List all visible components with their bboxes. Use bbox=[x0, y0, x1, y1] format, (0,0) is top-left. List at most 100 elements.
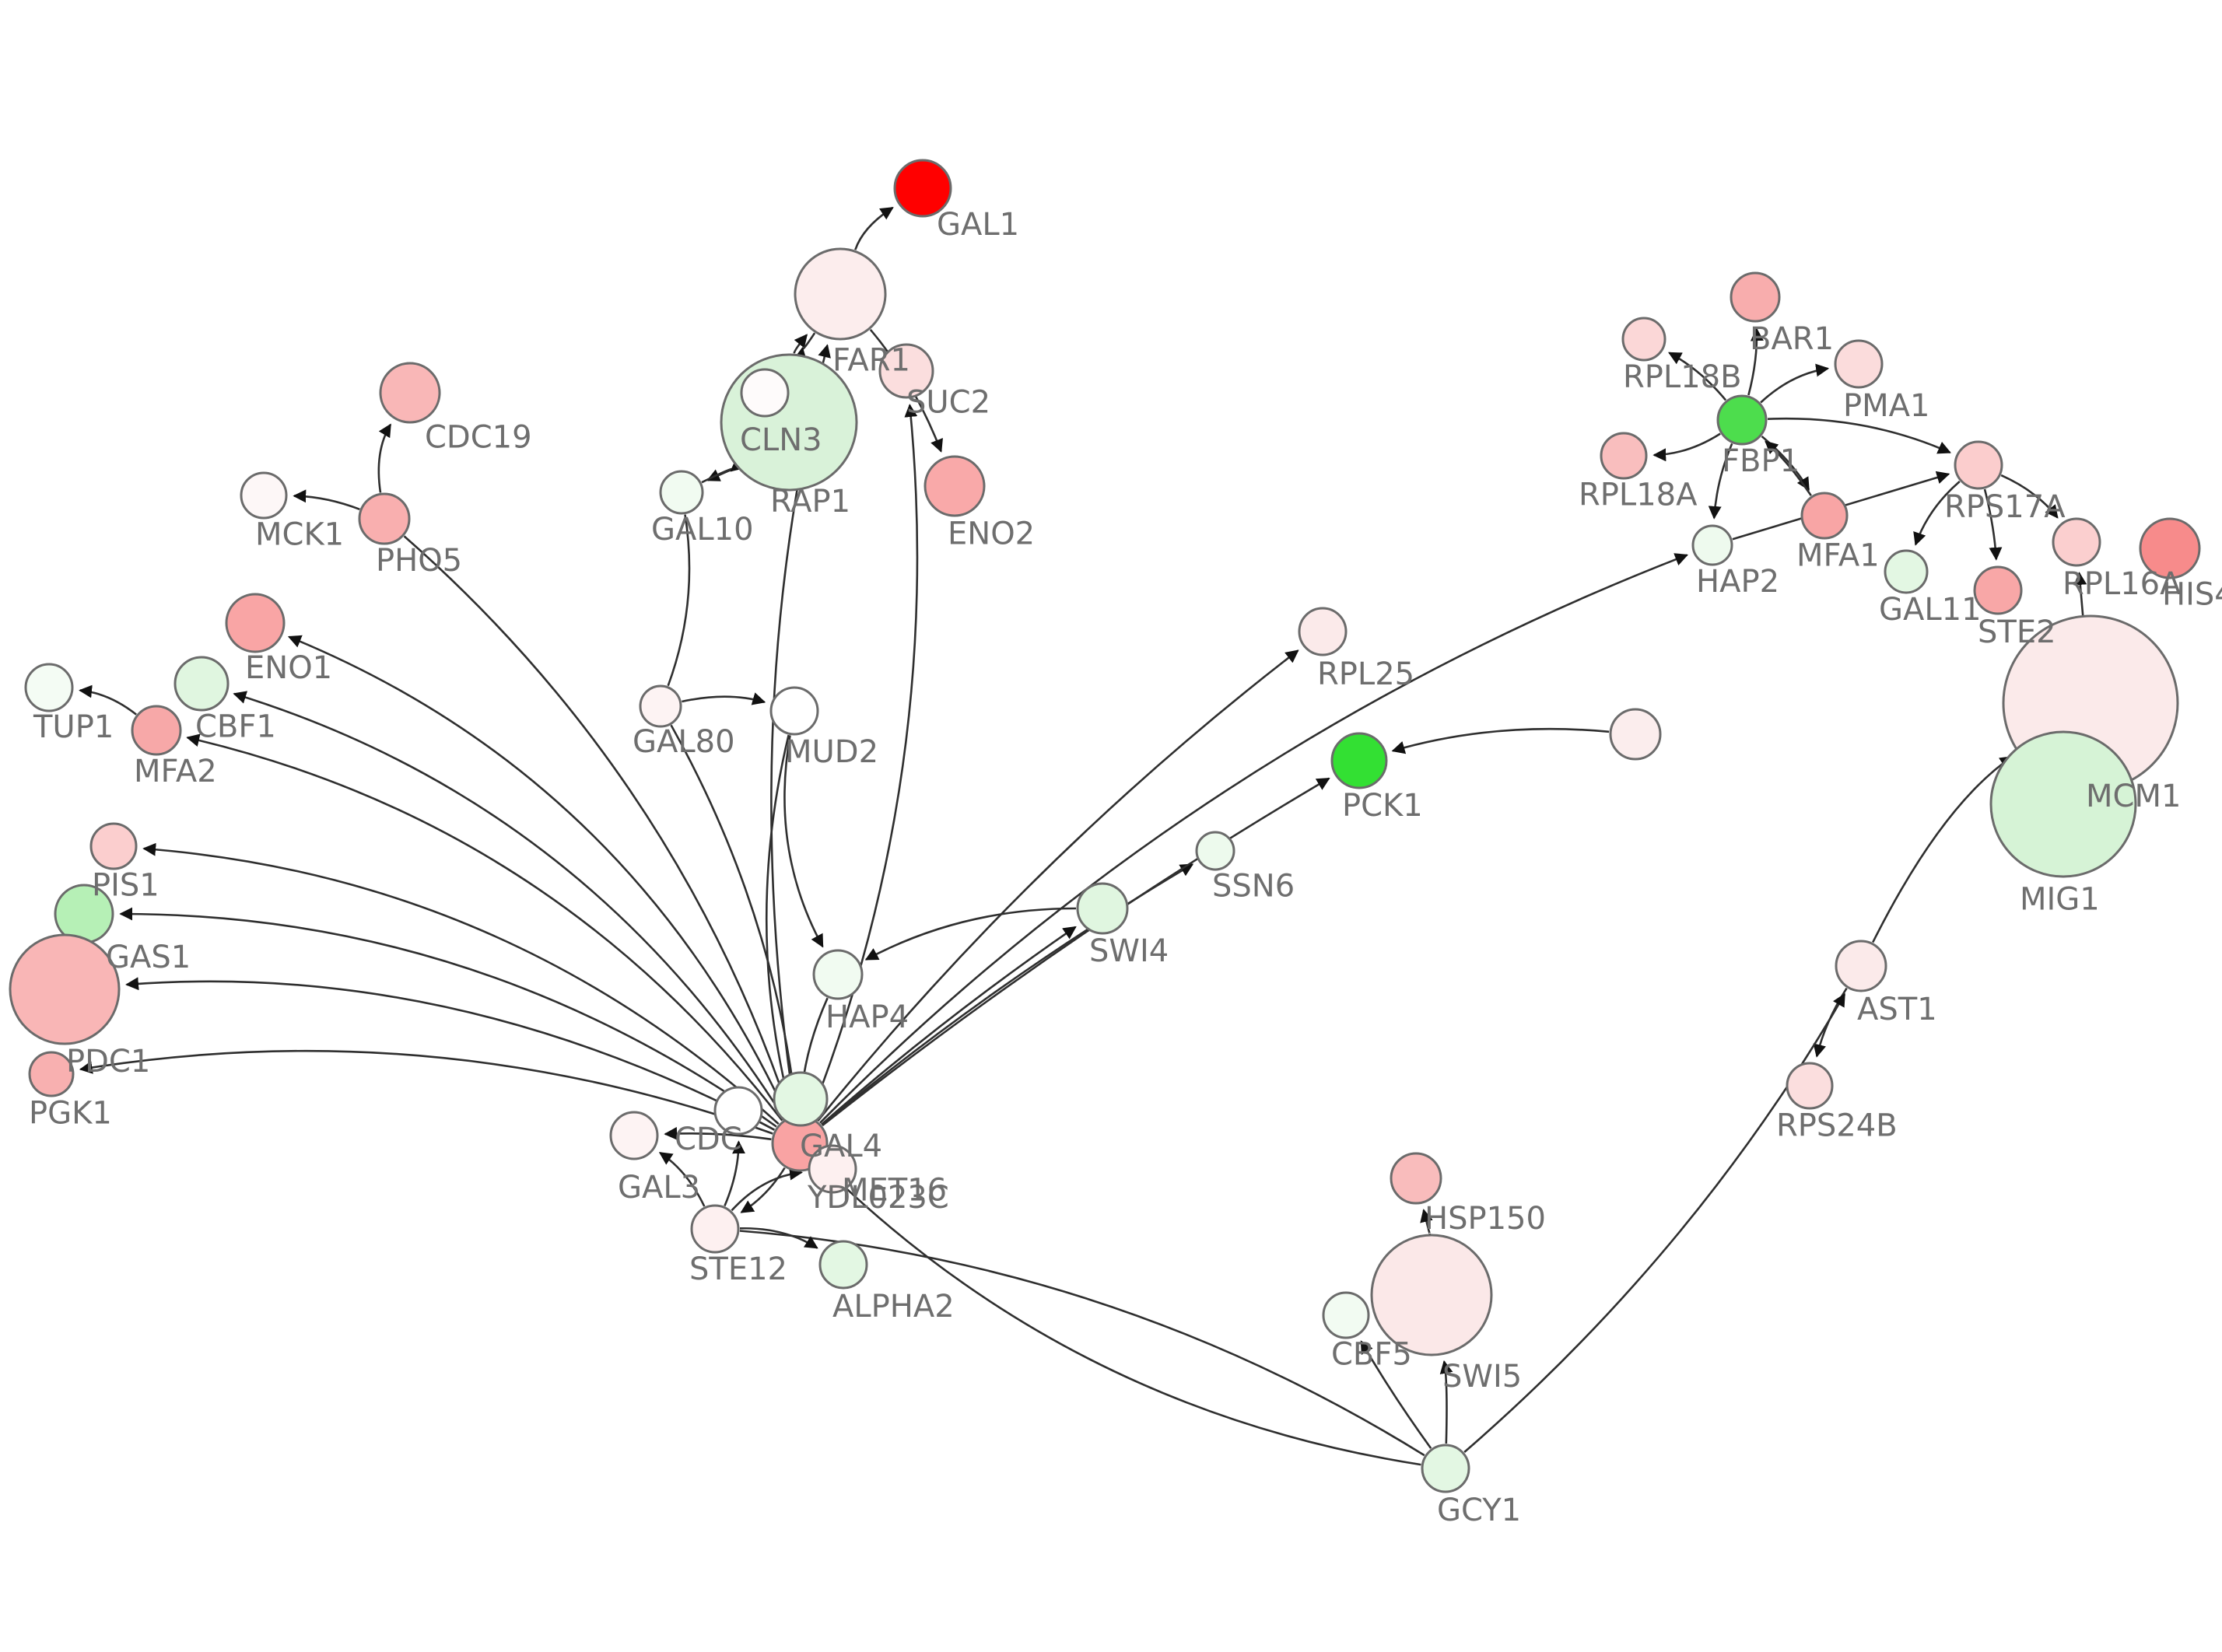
graph-node-his4[interactable] bbox=[2139, 517, 2201, 579]
graph-node-gal80[interactable] bbox=[639, 684, 682, 728]
graph-node-suc2[interactable] bbox=[878, 343, 934, 399]
node-label-tup1: TUP1 bbox=[33, 709, 114, 745]
node-label-far1: FAR1 bbox=[832, 342, 910, 378]
graph-edge bbox=[658, 1152, 706, 1207]
graph-edge bbox=[287, 635, 789, 1118]
graph-edge bbox=[1760, 363, 1830, 404]
graph-node-rpl16a[interactable] bbox=[2052, 517, 2101, 567]
node-label-met16: MET16 bbox=[842, 1173, 947, 1209]
graph-edge bbox=[670, 724, 798, 1115]
graph-node-rpl18a[interactable] bbox=[1600, 432, 1648, 480]
graph-node-cbf1[interactable] bbox=[173, 656, 230, 712]
graph-node-hsp150[interactable] bbox=[1390, 1152, 1442, 1205]
graph-node-rpl18b[interactable] bbox=[1621, 317, 1666, 362]
graph-node-pdc1[interactable] bbox=[9, 933, 121, 1045]
node-layer bbox=[9, 159, 2201, 1493]
graph-node-eno1[interactable] bbox=[225, 593, 286, 653]
node-label-cbf1: CBF1 bbox=[195, 709, 276, 745]
graph-edge bbox=[821, 926, 1077, 1125]
graph-node-rpl25[interactable] bbox=[1298, 607, 1348, 656]
node-label-rap1: RAP1 bbox=[770, 484, 850, 520]
node-label-gal1: GAL1 bbox=[937, 207, 1019, 243]
node-label-pma1: PMA1 bbox=[1843, 388, 1929, 424]
graph-node-hap2[interactable] bbox=[1691, 524, 1733, 566]
node-label-mud2: MUD2 bbox=[785, 734, 878, 770]
graph-node-gcy1[interactable] bbox=[1421, 1444, 1470, 1493]
graph-node-mfa2[interactable] bbox=[131, 705, 182, 756]
node-label-cbf5: CBF5 bbox=[1331, 1337, 1412, 1373]
graph-node-cdc19[interactable] bbox=[379, 362, 441, 424]
graph-node-gal3[interactable] bbox=[609, 1111, 659, 1160]
graph-edge bbox=[2000, 474, 2059, 519]
graph-edge bbox=[864, 907, 1077, 961]
graph-edge bbox=[731, 1167, 803, 1212]
graph-node-eno2[interactable] bbox=[923, 455, 986, 517]
graph-node-tup1[interactable] bbox=[24, 663, 74, 712]
graph-node-alpha2[interactable] bbox=[818, 1240, 868, 1290]
graph-node-pis1[interactable] bbox=[89, 822, 138, 870]
graph-node-cdc[interactable] bbox=[713, 1086, 763, 1136]
graph-edge bbox=[1767, 417, 1951, 454]
graph-node-fbp1[interactable] bbox=[1716, 394, 1768, 446]
graph-node-gal11[interactable] bbox=[1884, 549, 1929, 594]
node-label-pis1: PIS1 bbox=[92, 868, 159, 904]
graph-node-bar1[interactable] bbox=[1730, 271, 1781, 323]
graph-edge bbox=[403, 535, 792, 1117]
graph-node-rap1[interactable] bbox=[740, 368, 790, 418]
graph-node-ydl023c[interactable] bbox=[808, 1144, 857, 1194]
node-label-cln3: CLN3 bbox=[740, 422, 822, 458]
graph-node[interactable] bbox=[1609, 708, 1662, 761]
node-label-hap2: HAP2 bbox=[1696, 564, 1779, 600]
node-label-rps17a: RPS17A bbox=[1944, 489, 2066, 525]
graph-node-met16[interactable] bbox=[773, 1071, 829, 1127]
node-label-fbp1: FBP1 bbox=[1722, 443, 1800, 479]
node-label-ste12: STE12 bbox=[689, 1251, 787, 1287]
graph-edge bbox=[377, 423, 392, 493]
node-label-gcy1: GCY1 bbox=[1437, 1493, 1521, 1528]
node-label-ste2: STE2 bbox=[1978, 614, 2056, 650]
graph-node-pgk1[interactable] bbox=[28, 1051, 75, 1097]
graph-node-mck1[interactable] bbox=[240, 471, 288, 520]
graph-node-rps24b[interactable] bbox=[1786, 1062, 1834, 1110]
graph-node-far1[interactable] bbox=[794, 247, 887, 341]
graph-node-pma1[interactable] bbox=[1834, 339, 1884, 389]
label-layer: GAL1 FAR1 SUC2 ENO2 CLN3 RAP1 GAL10 CDC19 MCK1 PH… bbox=[29, 207, 2222, 1528]
graph-node-swi4[interactable] bbox=[1076, 882, 1129, 935]
graph-edge bbox=[819, 553, 1688, 1124]
graph-node-ste12[interactable] bbox=[690, 1204, 740, 1254]
node-label-ast1: AST1 bbox=[1857, 992, 1937, 1027]
graph-node-mig1[interactable] bbox=[1989, 730, 2137, 878]
graph-edge bbox=[793, 334, 808, 354]
graph-edge bbox=[119, 907, 777, 1128]
graph-edge bbox=[854, 206, 894, 250]
graph-node-ste2[interactable] bbox=[1973, 565, 2023, 615]
node-label-rpl18a: RPL18A bbox=[1579, 478, 1698, 513]
graph-node-gal1[interactable] bbox=[893, 159, 952, 218]
graph-node-rps17a[interactable] bbox=[1954, 440, 2003, 490]
node-label-rpl25: RPL25 bbox=[1317, 656, 1414, 692]
node-label-mfa2: MFA2 bbox=[134, 754, 217, 789]
edge-layer bbox=[79, 206, 2087, 1466]
graph-node-cbf5[interactable] bbox=[1322, 1291, 1370, 1339]
graph-node-ast1[interactable] bbox=[1835, 940, 1887, 992]
graph-edge bbox=[233, 691, 786, 1120]
graph-node-gal10[interactable] bbox=[659, 470, 704, 515]
graph-node-ssn6[interactable] bbox=[1195, 831, 1235, 871]
graph-edge bbox=[819, 1163, 1421, 1466]
graph-node-pck1[interactable] bbox=[1330, 732, 1388, 789]
graph-edge bbox=[79, 684, 137, 716]
graph-edge bbox=[125, 977, 775, 1131]
graph-node-mfa1[interactable] bbox=[1800, 492, 1849, 540]
node-label-pgk1: PGK1 bbox=[29, 1095, 112, 1131]
node-label-gal3: GAL3 bbox=[618, 1170, 700, 1206]
node-label-mfa1: MFA1 bbox=[1796, 538, 1880, 574]
graph-node-pho5[interactable] bbox=[358, 492, 411, 545]
graph-node-hap4[interactable] bbox=[812, 949, 864, 1000]
node-label-hap4: HAP4 bbox=[825, 999, 909, 1035]
graph-node-swi5[interactable] bbox=[1370, 1234, 1493, 1356]
graph-edge bbox=[765, 734, 794, 1116]
graph-edge bbox=[682, 692, 766, 705]
node-label-bar1: BAR1 bbox=[1750, 321, 1834, 357]
graph-node-mud2[interactable] bbox=[769, 686, 819, 736]
